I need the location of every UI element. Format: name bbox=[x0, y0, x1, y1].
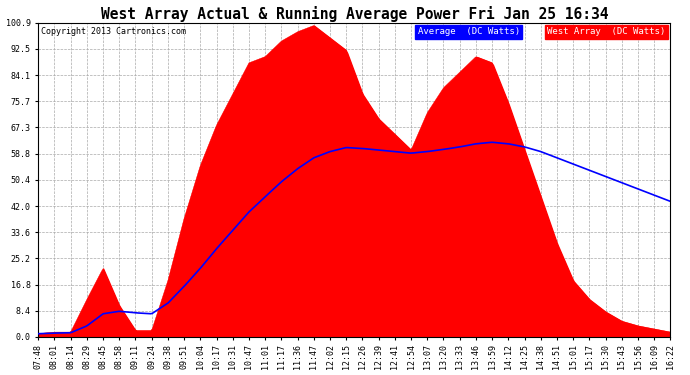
Title: West Array Actual & Running Average Power Fri Jan 25 16:34: West Array Actual & Running Average Powe… bbox=[101, 6, 608, 21]
Text: Copyright 2013 Cartronics.com: Copyright 2013 Cartronics.com bbox=[41, 27, 186, 36]
Text: Average  (DC Watts): Average (DC Watts) bbox=[417, 27, 520, 36]
Text: West Array  (DC Watts): West Array (DC Watts) bbox=[547, 27, 665, 36]
